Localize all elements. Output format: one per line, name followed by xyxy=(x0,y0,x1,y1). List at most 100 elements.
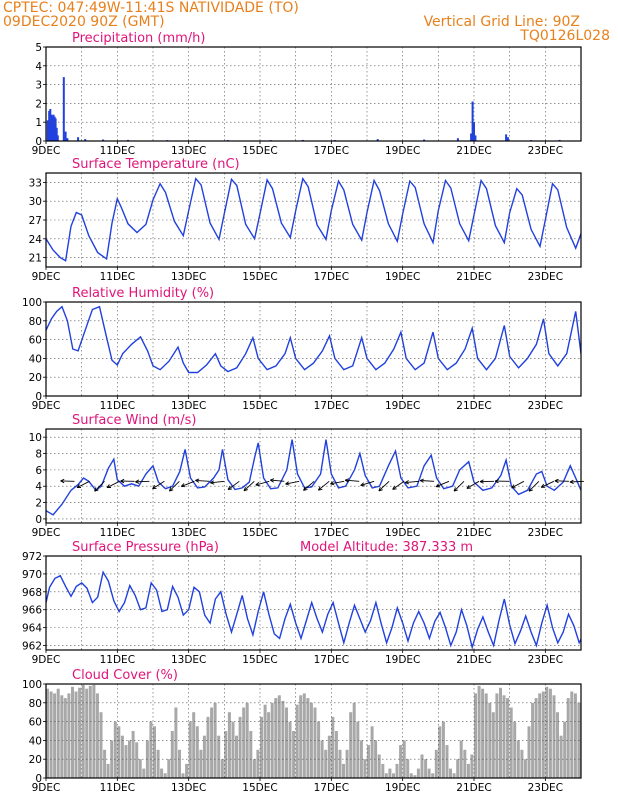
x-tick-label: 21DEC xyxy=(456,782,491,794)
x-tick-label: 11DEC xyxy=(100,271,135,283)
cloud-bar xyxy=(63,698,67,778)
cloud-bar xyxy=(374,740,378,778)
cloud-bar xyxy=(188,721,192,778)
cloud-bar xyxy=(110,740,114,778)
x-tick-label: 9DEC xyxy=(32,654,61,666)
cloud-bar xyxy=(235,735,238,778)
cloud-bar xyxy=(302,693,306,778)
cloud-bar xyxy=(71,686,74,778)
y-tick-label: 964 xyxy=(22,623,42,635)
wind-title: Surface Wind (m/s) xyxy=(72,413,196,428)
x-tick-label: 13DEC xyxy=(171,654,206,666)
cloud-bar xyxy=(481,688,485,778)
x-tick-label: 21DEC xyxy=(456,145,491,157)
cloud-bar xyxy=(488,702,492,778)
y-tick-label: 0 xyxy=(35,391,42,403)
precipitation-frame xyxy=(45,46,582,142)
y-tick-label: 100 xyxy=(22,297,42,309)
y-tick-label: 40 xyxy=(29,353,42,365)
y-tick-label: 60 xyxy=(29,335,42,347)
cloud-bar xyxy=(292,731,296,778)
wind-arrow xyxy=(511,480,525,489)
y-tick-label: 24 xyxy=(29,234,43,246)
wind-arrow xyxy=(378,480,390,492)
cloud-bar xyxy=(78,687,82,778)
y-tick-label: 2 xyxy=(35,498,42,510)
cloud-bar xyxy=(342,763,345,778)
precipitation-panel: 0 1 2 3 4 5 9DEC 11DEC 13DEC 15DEC 17DEC 19DEC 21DEC… xyxy=(32,31,582,157)
precip-bar xyxy=(506,137,509,141)
x-tick-label: 11DEC xyxy=(100,145,135,157)
cloud-bar xyxy=(356,721,360,778)
precip-bar xyxy=(49,109,52,141)
x-tick-label: 17DEC xyxy=(314,271,349,283)
x-tick-label: 19DEC xyxy=(385,145,420,157)
cloud-bar xyxy=(160,768,164,778)
cloud-bar xyxy=(306,698,310,778)
cloud-bar xyxy=(277,695,281,778)
precip-bar xyxy=(474,135,477,141)
wind-arrow xyxy=(404,480,420,485)
wind-series-line xyxy=(46,439,581,516)
x-tick-label: 15DEC xyxy=(242,145,277,157)
cloud-bar xyxy=(167,759,171,778)
wind-arrow xyxy=(317,480,330,491)
panels: 0 1 2 3 4 5 9DEC 11DEC 13DEC 15DEC 17DEC 19DEC 21DEC… xyxy=(22,31,584,794)
wind-arrow xyxy=(344,478,360,483)
x-tick-label: 17DEC xyxy=(314,400,349,412)
x-tick-label: 15DEC xyxy=(242,654,277,666)
x-tick-label: 21DEC xyxy=(456,527,491,539)
cloud-bar xyxy=(566,698,570,778)
humidity-panel: 0 20 40 60 80 100 9DEC 11DEC 13DEC 15DEC 17DEC 19DE… xyxy=(22,286,582,412)
wind-arrow xyxy=(60,478,75,484)
wind-arrow xyxy=(180,480,195,488)
cloud-bar xyxy=(270,702,274,778)
cloud-bar xyxy=(60,695,64,778)
cloud-bar xyxy=(263,704,267,778)
cloud-bar xyxy=(491,712,495,778)
cloud-bar xyxy=(434,749,438,778)
precip-bar xyxy=(84,139,87,141)
x-tick-label: 21DEC xyxy=(456,400,491,412)
cloud-bar xyxy=(345,749,349,778)
wind-arrow xyxy=(330,480,345,486)
x-tick-label: 15DEC xyxy=(242,271,277,283)
cloud-bar xyxy=(117,726,121,778)
cloud-bar xyxy=(413,775,417,778)
precip-bar xyxy=(102,139,105,141)
cloud-bar xyxy=(267,712,271,778)
cloud-bar xyxy=(545,686,549,778)
cloud-bar xyxy=(156,749,160,778)
wind-arrow xyxy=(466,480,480,489)
cloud-bar xyxy=(181,773,185,778)
cloud-bar xyxy=(370,726,374,778)
cloud-bar xyxy=(199,749,203,778)
precip-bar xyxy=(55,127,58,141)
precipitation-title: Precipitation (mm/h) xyxy=(72,31,205,46)
x-tick-label: 9DEC xyxy=(32,400,61,412)
x-tick-label: 19DEC xyxy=(385,527,420,539)
cloud-bar xyxy=(388,768,392,778)
x-tick-label: 23DEC xyxy=(528,400,563,412)
x-tick-label: 9DEC xyxy=(32,527,61,539)
temperature-title: Surface Temperature (nC) xyxy=(72,157,240,172)
cloud-bar xyxy=(363,759,367,778)
wind-arrow xyxy=(554,478,569,484)
cloud-bar xyxy=(392,773,395,778)
cloud-bar xyxy=(49,691,53,778)
x-tick-label: 23DEC xyxy=(528,527,563,539)
cloud-bar xyxy=(128,740,131,778)
cloud-bar xyxy=(285,707,288,778)
cloud-bar xyxy=(477,685,481,778)
cloud-bar xyxy=(449,768,452,778)
precip-bar xyxy=(423,139,426,141)
cloud-bar xyxy=(220,759,224,778)
cloud-bar xyxy=(281,700,285,778)
wind-arrow xyxy=(270,478,285,483)
wind-arrow xyxy=(392,480,405,490)
y-tick-label: 40 xyxy=(29,735,42,747)
precip-bar xyxy=(46,120,49,141)
wind-arrow xyxy=(195,478,210,483)
precip-bar xyxy=(54,118,57,141)
